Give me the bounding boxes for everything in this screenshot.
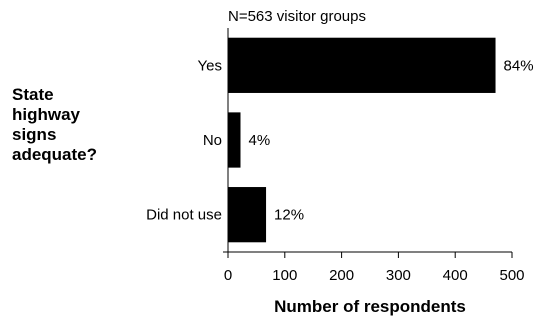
data-label: 84% <box>504 57 534 74</box>
data-label: 12% <box>274 207 304 224</box>
bar <box>228 187 267 243</box>
data-label: 4% <box>248 132 270 149</box>
sample-size-note: N=563 visitor groups <box>228 8 366 25</box>
category-label: No <box>203 132 222 149</box>
x-tick-label: 300 <box>386 267 411 284</box>
x-tick-label: 0 <box>224 267 232 284</box>
x-tick-label: 200 <box>329 267 354 284</box>
x-axis-title: Number of respondents <box>274 297 466 316</box>
question-line: highway <box>12 105 81 124</box>
question-line: signs <box>12 125 57 144</box>
question-title: State highway signs adequate? <box>12 85 142 165</box>
bar <box>228 37 496 93</box>
x-tick-label: 400 <box>443 267 468 284</box>
bar <box>228 112 241 168</box>
question-line: adequate? <box>12 145 98 164</box>
question-line: State <box>12 85 54 104</box>
x-tick-label: 100 <box>272 267 297 284</box>
x-tick-label: 500 <box>499 267 524 284</box>
category-label: Did not use <box>146 207 222 224</box>
category-label: Yes <box>198 57 222 74</box>
